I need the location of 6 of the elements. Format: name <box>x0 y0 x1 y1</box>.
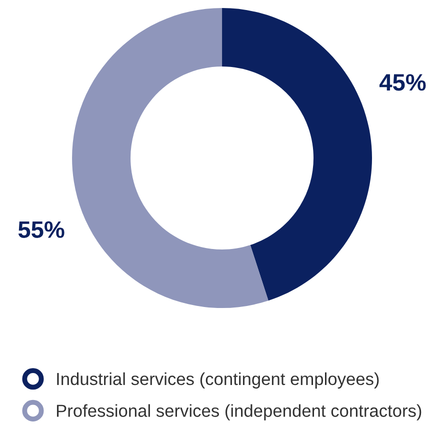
donut-slice <box>72 8 268 308</box>
legend-label: Industrial services (contingent employees) <box>57 372 379 389</box>
data-label: 55% <box>18 221 64 238</box>
donut-slice <box>222 8 372 301</box>
legend-label: Professional services (independent contractors) <box>56 404 422 420</box>
data-label: 45% <box>379 74 426 91</box>
